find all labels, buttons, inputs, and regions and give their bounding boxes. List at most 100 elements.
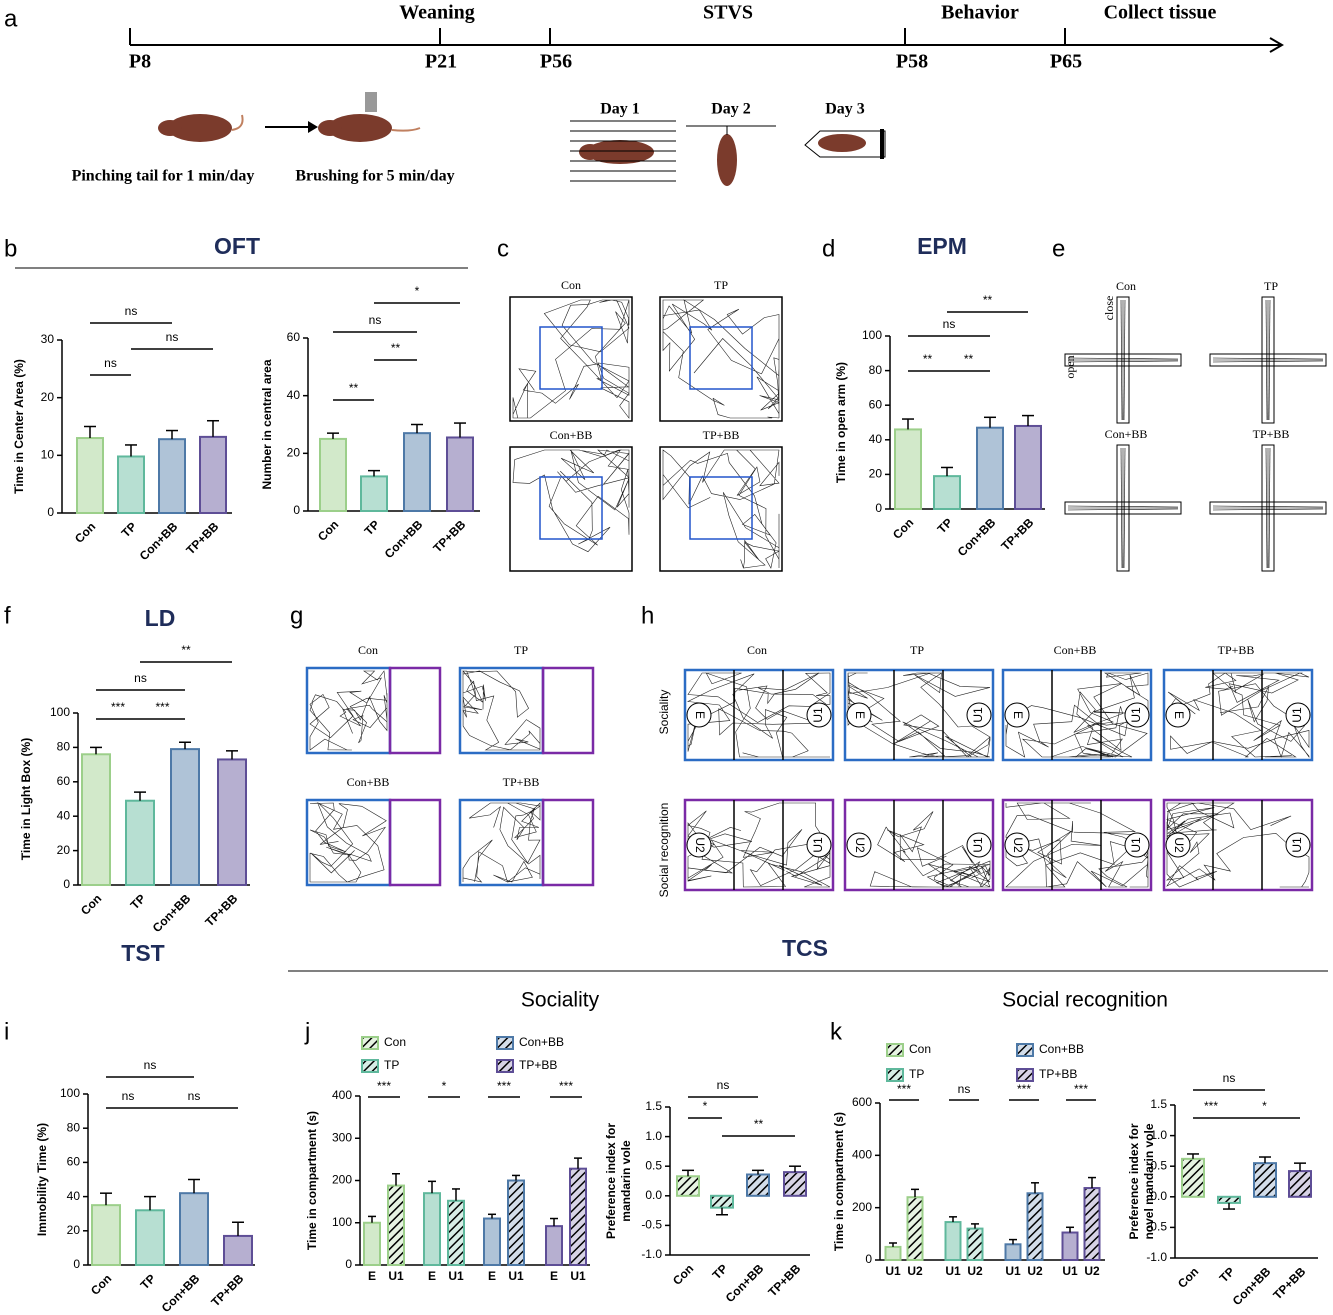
track-label: TP+BB: [1253, 427, 1290, 441]
significance-label: ns: [717, 1078, 730, 1092]
bar: [387, 1184, 405, 1266]
y-tick-label: 80: [57, 740, 71, 754]
arena: [1162, 668, 1314, 762]
track-label: Con: [561, 278, 581, 292]
x-tick-label: TP+BB: [430, 517, 468, 555]
x-tick-label: U1: [945, 1264, 961, 1278]
x-tick-label: TP+BB: [998, 515, 1036, 553]
x-tick-label: U1: [1005, 1264, 1021, 1278]
tcs-track: E U1: [1162, 668, 1314, 762]
y-tick-label: -0.5: [1146, 1220, 1167, 1234]
panel-letter: b: [4, 235, 17, 262]
track-path: [512, 449, 630, 553]
bar: [1004, 1243, 1022, 1262]
cage: [1124, 702, 1150, 728]
x-tick-label: TP+BB: [208, 1271, 246, 1309]
bar: [545, 1225, 563, 1267]
y-tick-label: 100: [862, 328, 882, 342]
panel-letter: i: [4, 1018, 9, 1045]
significance-label: ***: [497, 1079, 511, 1093]
bar: [199, 435, 227, 515]
chart: 0 20 40 60 80 100 Time in Light Box (%) Con TP Co…: [19, 643, 250, 935]
bar: [1061, 1231, 1079, 1262]
x-tick-label: Con+BB: [159, 1271, 203, 1315]
track-path: [1123, 299, 1126, 421]
epm-track: TP+BB: [1209, 427, 1327, 572]
heading: LD: [145, 605, 176, 631]
y-axis-title: Preference index for: [1127, 1123, 1141, 1239]
cage: [846, 832, 872, 858]
cage: [1165, 702, 1191, 728]
cage: [966, 832, 992, 858]
tcs-track: U2 U1: [683, 798, 835, 892]
y-tick-label: 100: [332, 1215, 352, 1229]
y-tick-label: 20: [287, 446, 301, 460]
panel-letters: a b c d e f g h i j k: [4, 5, 1065, 1045]
cage: [846, 702, 872, 728]
y-tick-label: 600: [852, 1095, 872, 1109]
y-tick-label: 20: [41, 390, 55, 404]
x-tick-label: E: [428, 1269, 436, 1283]
arena: [1001, 798, 1153, 892]
significance-label: *: [415, 284, 420, 298]
x-tick-label: U2: [967, 1264, 983, 1278]
significance-label: ***: [559, 1079, 573, 1093]
tcs-track: U2 U1: [1001, 798, 1153, 892]
track-path: [1212, 508, 1324, 511]
bar: [746, 1173, 770, 1197]
track-path: [1123, 447, 1126, 569]
significance-label: ***: [897, 1082, 911, 1096]
x-tick-label: Con+BB: [150, 891, 194, 935]
bar: [966, 1227, 984, 1261]
bar: [447, 1199, 465, 1267]
timepoint: P56: [540, 51, 572, 73]
y-axis-title: Immobility Time (%): [35, 1123, 49, 1236]
y-axis-title: novel mandarin vole: [1142, 1123, 1156, 1239]
timepoint: P65: [1050, 51, 1082, 73]
y-tick-label: -1.0: [1146, 1250, 1167, 1264]
y-tick-label: 60: [57, 774, 71, 788]
x-tick-label: TP+BB: [183, 519, 221, 557]
x-tick-label: Con: [315, 517, 341, 543]
y-tick-label: 20: [869, 467, 883, 481]
bar: [1083, 1187, 1101, 1261]
arena: [683, 668, 835, 762]
day-label: Day 2: [711, 101, 751, 118]
panel-letter: f: [4, 602, 11, 629]
headings: OFT EPM LD TST TCS Sociality Social reco…: [15, 233, 1328, 1012]
y-tick-label: 30: [41, 332, 55, 346]
bar: [894, 428, 922, 511]
oft-track: Con: [509, 278, 633, 422]
arena: [509, 446, 633, 572]
chamber-label: U2: [693, 837, 707, 853]
y-tick-label: -0.5: [641, 1218, 662, 1232]
stage: STVS: [703, 2, 753, 24]
legend-swatch: [886, 1068, 904, 1082]
dark-box: [388, 798, 442, 887]
chamber-label: U2: [1172, 837, 1186, 853]
significance-label: ***: [1017, 1082, 1031, 1096]
x-tick-label: Con: [88, 1271, 114, 1297]
chamber-label: U1: [1129, 707, 1143, 723]
tcs-track: E U1: [683, 668, 835, 762]
dark-box: [541, 666, 595, 755]
y-tick-label: 20: [67, 1223, 81, 1237]
track-label: Con: [1116, 279, 1136, 293]
legend-swatch: [1016, 1043, 1034, 1057]
x-tick-label: TP: [935, 515, 956, 536]
panel-letter: h: [641, 602, 654, 629]
x-tick-label: U1: [448, 1269, 464, 1283]
x-tick-label: Con: [1175, 1264, 1201, 1290]
significance-label: ns: [166, 330, 179, 344]
track-label: Con+BB: [550, 428, 593, 442]
legend-label: Con: [384, 1035, 406, 1049]
arrow-head: [308, 121, 318, 133]
legend-label: Con+BB: [519, 1035, 564, 1049]
tcs-track: E U1: [843, 668, 995, 762]
x-tick-label: TP: [362, 517, 383, 538]
arena: [1162, 798, 1314, 892]
center-zone: [689, 326, 753, 390]
significance-label: **: [983, 293, 993, 307]
